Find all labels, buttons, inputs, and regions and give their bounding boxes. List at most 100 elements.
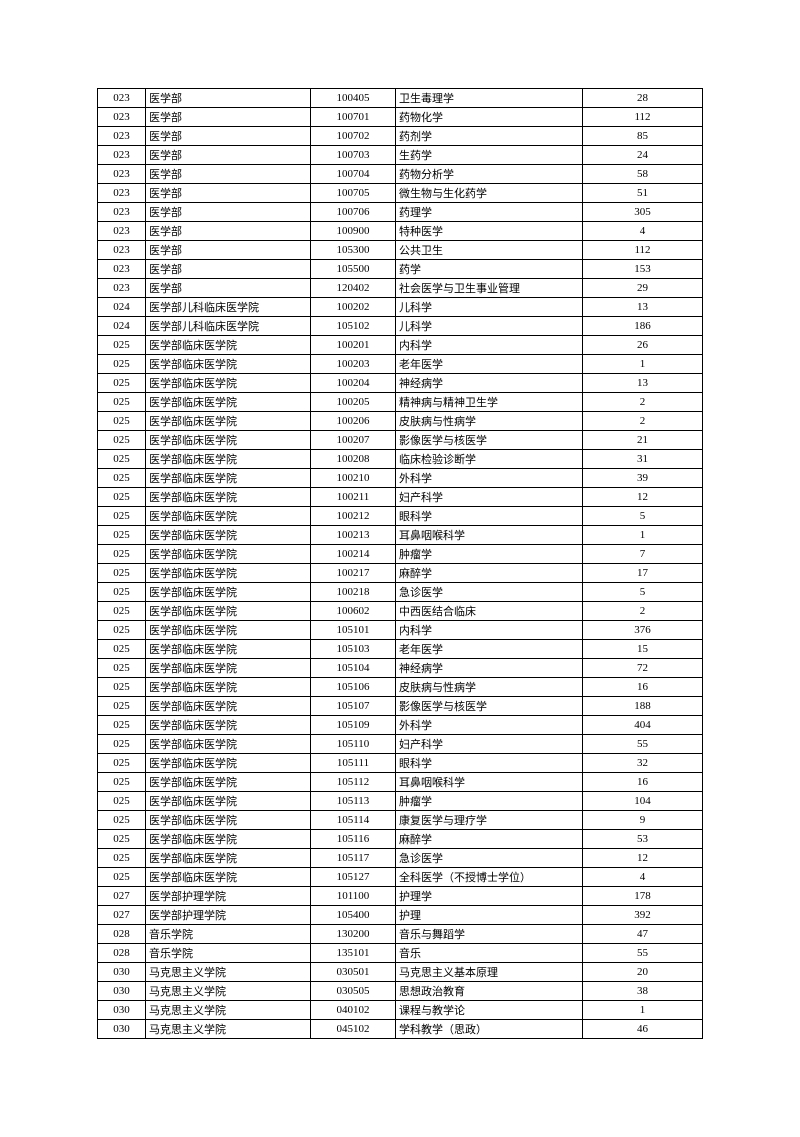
table-cell: 100208 — [311, 450, 396, 469]
table-cell: 100205 — [311, 393, 396, 412]
table-cell: 025 — [98, 374, 146, 393]
table-cell: 医学部临床医学院 — [146, 621, 311, 640]
table-row: 025医学部临床医学院100207影像医学与核医学21 — [98, 431, 703, 450]
table-cell: 53 — [583, 830, 703, 849]
table-cell: 025 — [98, 659, 146, 678]
table-cell: 100703 — [311, 146, 396, 165]
table-cell: 内科学 — [396, 336, 583, 355]
table-cell: 耳鼻咽喉科学 — [396, 526, 583, 545]
table-cell: 027 — [98, 906, 146, 925]
table-row: 028音乐学院135101音乐55 — [98, 944, 703, 963]
table-cell: 105111 — [311, 754, 396, 773]
table-cell: 耳鼻咽喉科学 — [396, 773, 583, 792]
table-row: 030马克思主义学院045102学科教学（思政）46 — [98, 1020, 703, 1039]
table-cell: 全科医学（不授博士学位） — [396, 868, 583, 887]
table-cell: 妇产科学 — [396, 488, 583, 507]
table-cell: 医学部临床医学院 — [146, 393, 311, 412]
table-row: 025医学部临床医学院105127全科医学（不授博士学位）4 — [98, 868, 703, 887]
table-cell: 112 — [583, 241, 703, 260]
table-cell: 音乐 — [396, 944, 583, 963]
table-cell: 100213 — [311, 526, 396, 545]
table-cell: 马克思主义学院 — [146, 1001, 311, 1020]
table-cell: 100201 — [311, 336, 396, 355]
table-cell: 29 — [583, 279, 703, 298]
table-cell: 音乐学院 — [146, 944, 311, 963]
table-cell: 024 — [98, 298, 146, 317]
table-cell: 医学部 — [146, 203, 311, 222]
table-cell: 025 — [98, 735, 146, 754]
table-cell: 025 — [98, 830, 146, 849]
table-cell: 药学 — [396, 260, 583, 279]
table-row: 025医学部临床医学院100602中西医结合临床2 — [98, 602, 703, 621]
table-cell: 112 — [583, 108, 703, 127]
table-cell: 105107 — [311, 697, 396, 716]
table-cell: 025 — [98, 412, 146, 431]
table-cell: 内科学 — [396, 621, 583, 640]
table-cell: 392 — [583, 906, 703, 925]
table-cell: 023 — [98, 108, 146, 127]
table-row: 025医学部临床医学院100201内科学26 — [98, 336, 703, 355]
table-row: 023医学部105300公共卫生112 — [98, 241, 703, 260]
table-row: 025医学部临床医学院105114康复医学与理疗学9 — [98, 811, 703, 830]
table-cell: 100218 — [311, 583, 396, 602]
table-cell: 皮肤病与性病学 — [396, 412, 583, 431]
table-cell: 100405 — [311, 89, 396, 108]
table-cell: 1 — [583, 526, 703, 545]
table-row: 025医学部临床医学院105106皮肤病与性病学16 — [98, 678, 703, 697]
table-cell: 16 — [583, 678, 703, 697]
table-cell: 医学部临床医学院 — [146, 336, 311, 355]
table-row: 023医学部100900特种医学4 — [98, 222, 703, 241]
table-cell: 医学部儿科临床医学院 — [146, 317, 311, 336]
table-cell: 023 — [98, 222, 146, 241]
table-cell: 100202 — [311, 298, 396, 317]
table-cell: 麻醉学 — [396, 830, 583, 849]
table-row: 030马克思主义学院030501马克思主义基本原理20 — [98, 963, 703, 982]
table-row: 023医学部100704药物分析学58 — [98, 165, 703, 184]
table-cell: 28 — [583, 89, 703, 108]
table-cell: 医学部 — [146, 165, 311, 184]
table-cell: 024 — [98, 317, 146, 336]
table-cell: 025 — [98, 431, 146, 450]
table-cell: 医学部 — [146, 222, 311, 241]
table-cell: 儿科学 — [396, 298, 583, 317]
table-row: 025医学部临床医学院100206皮肤病与性病学2 — [98, 412, 703, 431]
table-cell: 025 — [98, 393, 146, 412]
table-cell: 027 — [98, 887, 146, 906]
table-cell: 药物分析学 — [396, 165, 583, 184]
table-row: 025医学部临床医学院100212眼科学5 — [98, 507, 703, 526]
table-cell: 100704 — [311, 165, 396, 184]
table-cell: 1 — [583, 1001, 703, 1020]
table-cell: 105114 — [311, 811, 396, 830]
table-cell: 025 — [98, 469, 146, 488]
table-cell: 105500 — [311, 260, 396, 279]
table-cell: 思想政治教育 — [396, 982, 583, 1001]
table-cell: 025 — [98, 678, 146, 697]
table-cell: 104 — [583, 792, 703, 811]
table-cell: 100900 — [311, 222, 396, 241]
table-cell: 105300 — [311, 241, 396, 260]
table-cell: 医学部儿科临床医学院 — [146, 298, 311, 317]
table-cell: 105112 — [311, 773, 396, 792]
table-cell: 眼科学 — [396, 754, 583, 773]
table-cell: 医学部临床医学院 — [146, 412, 311, 431]
table-cell: 生药学 — [396, 146, 583, 165]
table-cell: 马克思主义学院 — [146, 963, 311, 982]
table-cell: 100701 — [311, 108, 396, 127]
table-cell: 178 — [583, 887, 703, 906]
table-cell: 105117 — [311, 849, 396, 868]
table-body: 023医学部100405卫生毒理学28023医学部100701药物化学11202… — [98, 89, 703, 1039]
table-row: 025医学部临床医学院105117急诊医学12 — [98, 849, 703, 868]
table-cell: 1 — [583, 355, 703, 374]
table-row: 024医学部儿科临床医学院105102儿科学186 — [98, 317, 703, 336]
table-cell: 025 — [98, 849, 146, 868]
table-cell: 39 — [583, 469, 703, 488]
table-cell: 马克思主义基本原理 — [396, 963, 583, 982]
table-cell: 医学部临床医学院 — [146, 811, 311, 830]
table-cell: 药物化学 — [396, 108, 583, 127]
table-cell: 025 — [98, 583, 146, 602]
table-cell: 025 — [98, 526, 146, 545]
table-row: 023医学部100706药理学305 — [98, 203, 703, 222]
table-cell: 医学部临床医学院 — [146, 640, 311, 659]
table-cell: 38 — [583, 982, 703, 1001]
table-cell: 100206 — [311, 412, 396, 431]
